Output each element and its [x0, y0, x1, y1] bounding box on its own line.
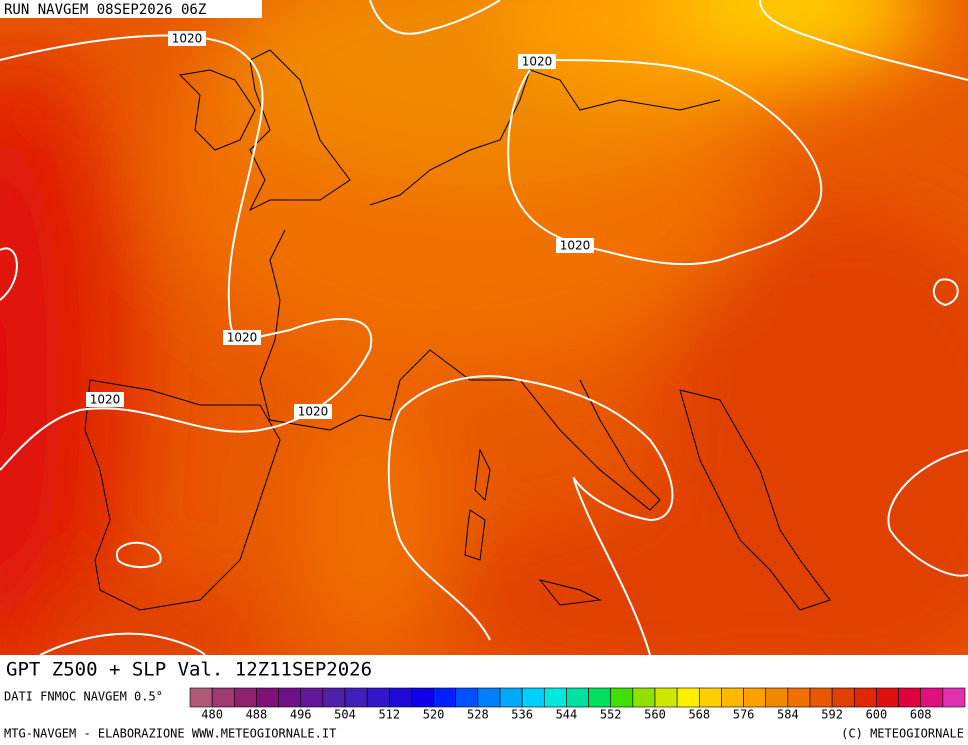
- run-label: RUN NAVGEM 08SEP2026 06Z: [4, 2, 206, 18]
- color-swatch: [765, 687, 789, 708]
- color-swatch: [831, 687, 855, 708]
- scale-tick-label: 544: [556, 708, 578, 722]
- scale-tick-label: 608: [910, 708, 932, 722]
- color-swatch: [300, 687, 324, 708]
- isobar-label: 1020: [560, 239, 591, 253]
- scale-tick-label: 488: [246, 708, 268, 722]
- isobar-label: 1020: [172, 32, 203, 46]
- color-swatch: [920, 687, 944, 708]
- coastlines: [84, 49, 831, 611]
- color-swatch: [588, 687, 612, 708]
- title-box: [0, 655, 412, 684]
- map-title: GPT Z500 + SLP Val. 12Z11SEP2026: [6, 659, 372, 681]
- color-swatch: [278, 687, 302, 708]
- color-scale: 480 488 496 504 512 520 528 536 544 552 560 568 576 5…: [189, 687, 966, 722]
- color-swatch: [211, 687, 235, 708]
- color-swatch: [499, 687, 523, 708]
- color-swatch: [853, 687, 877, 708]
- color-swatch: [455, 687, 479, 708]
- scale-tick-label: 504: [334, 708, 356, 722]
- isobar-label: 1020: [298, 405, 329, 419]
- scale-tick-label: 520: [423, 708, 445, 722]
- scale-tick-label: 584: [777, 708, 799, 722]
- color-swatch: [676, 687, 700, 708]
- scale-tick-label: 600: [866, 708, 888, 722]
- scale-tick-label: 560: [644, 708, 666, 722]
- color-swatch: [344, 687, 368, 708]
- color-swatch: [898, 687, 922, 708]
- scale-tick-label: 512: [378, 708, 400, 722]
- map: 1020 1020 1020 1020 1020 1020: [0, 0, 968, 655]
- color-swatch: [388, 687, 412, 708]
- isobar-label: 1020: [522, 55, 553, 69]
- color-swatch: [366, 687, 390, 708]
- scale-tick-label: 592: [821, 708, 843, 722]
- color-swatch: [809, 687, 833, 708]
- color-swatch: [521, 687, 545, 708]
- footer-left: MTG-NAVGEM - ELABORAZIONE WWW.METEOGIORN…: [4, 727, 336, 741]
- color-swatch: [632, 687, 656, 708]
- color-swatch: [233, 687, 257, 708]
- color-swatch: [610, 687, 634, 708]
- color-swatch: [743, 687, 767, 708]
- run-box: [0, 0, 262, 18]
- color-swatch: [566, 687, 589, 708]
- color-swatch: [189, 687, 213, 708]
- scale-tick-label: 496: [290, 708, 312, 722]
- color-swatch: [411, 687, 434, 708]
- color-swatch: [256, 687, 279, 708]
- color-swatch: [322, 687, 346, 708]
- color-swatch: [654, 687, 678, 708]
- color-swatch: [942, 687, 966, 708]
- color-swatch: [698, 687, 722, 708]
- color-swatch: [787, 687, 811, 708]
- scale-tick-label: 552: [600, 708, 622, 722]
- legend-label: DATI FNMOC NAVGEM 0.5°: [4, 690, 163, 704]
- isobars: [0, 0, 968, 655]
- scale-tick-label: 568: [688, 708, 710, 722]
- footer-right: (C) METEOGIORNALE: [841, 727, 964, 741]
- isobar-labels: 1020 1020 1020 1020 1020 1020: [86, 31, 594, 419]
- scale-tick-label: 576: [733, 708, 755, 722]
- color-swatch: [433, 687, 457, 708]
- color-swatch: [543, 687, 567, 708]
- color-swatch: [721, 687, 744, 708]
- isobar-label: 1020: [90, 393, 121, 407]
- scale-tick-label: 528: [467, 708, 489, 722]
- color-swatch: [876, 687, 899, 708]
- scale-tick-label: 536: [511, 708, 533, 722]
- color-swatch: [477, 687, 501, 708]
- isobar-label: 1020: [227, 331, 258, 345]
- scale-tick-label: 480: [201, 708, 223, 722]
